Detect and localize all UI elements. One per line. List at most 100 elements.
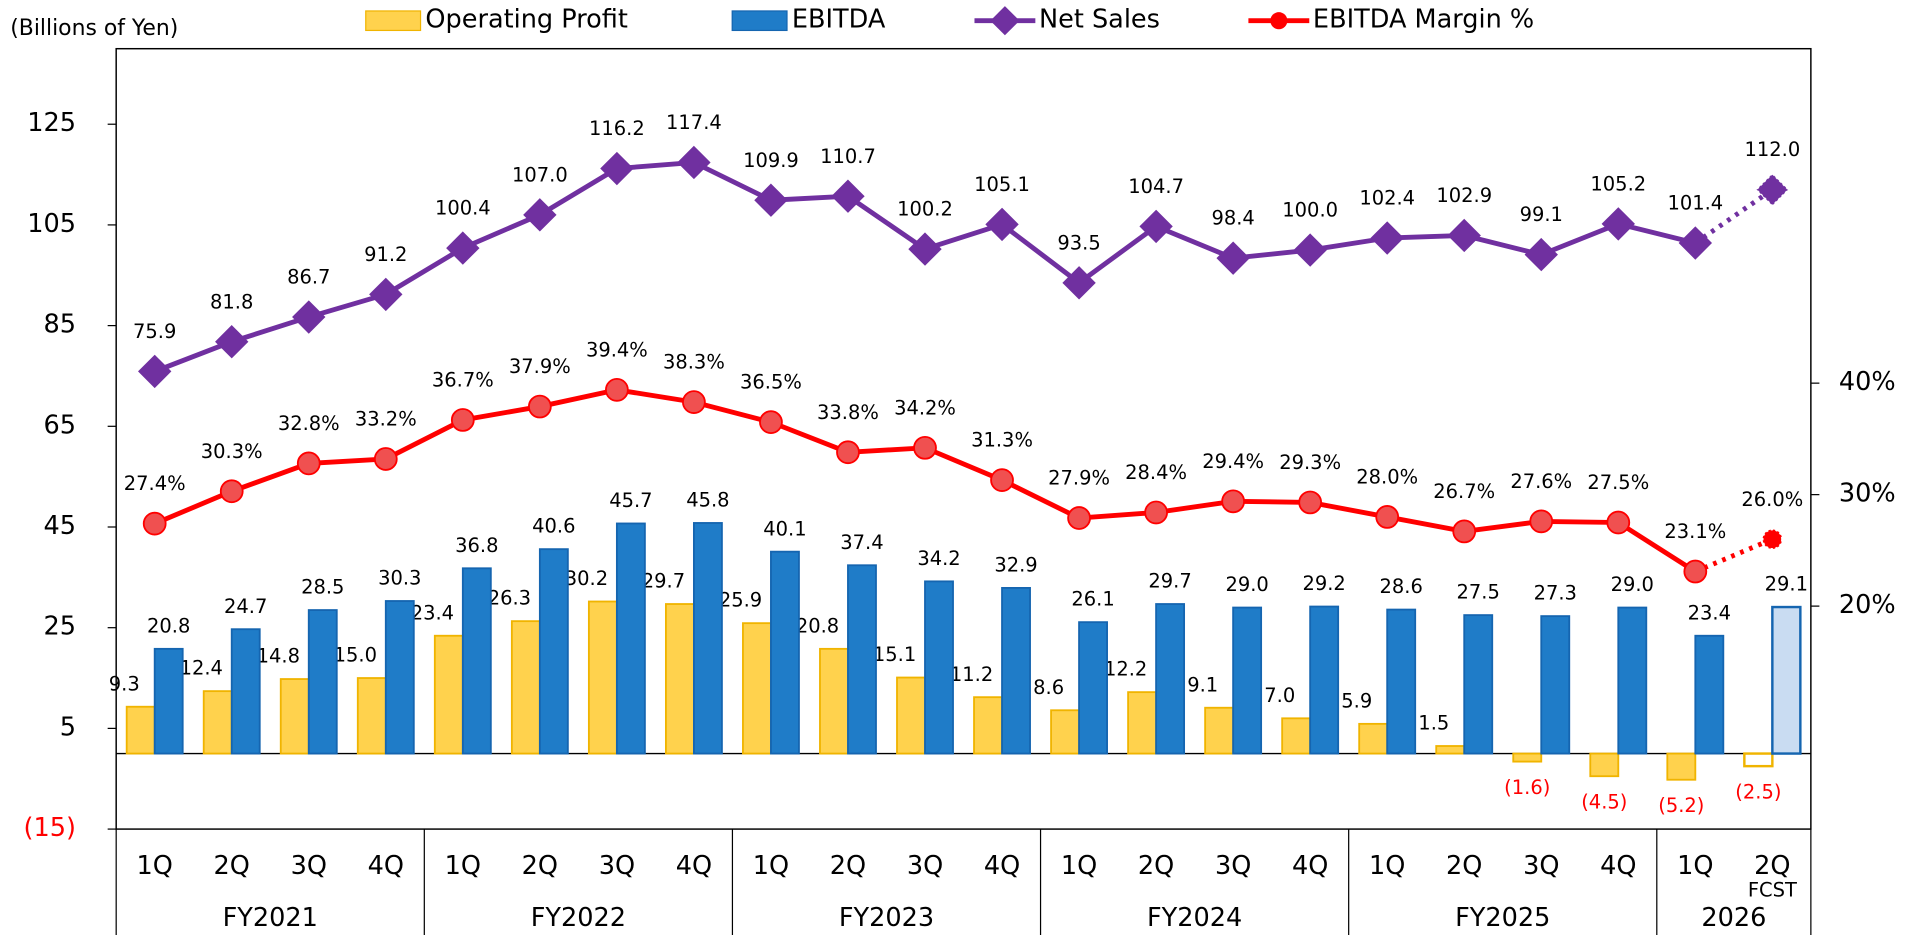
marker bbox=[450, 408, 475, 432]
data-label: 29.7 bbox=[642, 570, 685, 593]
data-label: 8.6 bbox=[1033, 676, 1064, 699]
x-tick-label: 1Q bbox=[1369, 851, 1405, 881]
y-tick-label: 25 bbox=[43, 612, 76, 642]
data-label: 27.6% bbox=[1510, 470, 1572, 493]
fiscal-year-label: FY2022 bbox=[531, 903, 626, 933]
data-label: 45.8 bbox=[686, 489, 729, 512]
marker bbox=[908, 232, 942, 266]
marker bbox=[1755, 172, 1790, 207]
x-tick-label: 1Q bbox=[753, 851, 789, 881]
data-label: 23.4 bbox=[1688, 601, 1731, 624]
x-tick-label: 3Q bbox=[291, 851, 327, 881]
bar bbox=[896, 676, 926, 755]
data-label: 29.3% bbox=[1279, 451, 1341, 474]
x-tick-label: 4Q bbox=[676, 851, 712, 881]
marker bbox=[1761, 528, 1784, 550]
data-label: 75.9 bbox=[133, 320, 176, 343]
bar bbox=[770, 550, 800, 755]
marker bbox=[682, 390, 706, 414]
data-label: 28.0% bbox=[1356, 465, 1418, 488]
bar bbox=[538, 548, 569, 755]
forecast-line bbox=[1694, 536, 1774, 574]
data-label: 27.9% bbox=[1048, 467, 1110, 490]
data-label: 28.5 bbox=[301, 576, 344, 599]
data-label: 100.0 bbox=[1282, 199, 1338, 222]
x-tick-label: 1Q bbox=[445, 851, 481, 881]
data-label: 32.8% bbox=[278, 412, 340, 435]
data-label: 93.5 bbox=[1057, 231, 1100, 254]
data-label: 27.5% bbox=[1587, 471, 1649, 494]
marker bbox=[1298, 490, 1323, 515]
data-label: 24.7 bbox=[224, 595, 267, 618]
data-label: 23.4 bbox=[411, 601, 454, 624]
x-tick-label: 4Q bbox=[984, 851, 1020, 881]
y-tick-label: 105 bbox=[27, 209, 76, 239]
x-tick-label: 3Q bbox=[1215, 851, 1251, 881]
bar bbox=[1232, 606, 1263, 755]
data-label: 12.2 bbox=[1104, 658, 1147, 681]
data-label: 5.9 bbox=[1341, 689, 1372, 712]
data-label: 33.8% bbox=[817, 401, 879, 424]
bar bbox=[1281, 717, 1312, 755]
bar bbox=[819, 647, 849, 755]
x-tick-label: 4Q bbox=[1292, 851, 1328, 881]
data-label: 45.7 bbox=[609, 489, 652, 512]
data-label: 20.8 bbox=[796, 614, 839, 637]
data-label: 26.3 bbox=[488, 587, 531, 610]
bar bbox=[1050, 709, 1080, 755]
marker bbox=[446, 231, 480, 265]
x-tick-label: 3Q bbox=[907, 851, 943, 881]
marker bbox=[1447, 218, 1481, 253]
y-tick-label: 65 bbox=[43, 410, 76, 440]
bar bbox=[1463, 614, 1494, 755]
data-label: (4.5) bbox=[1581, 791, 1627, 814]
data-label: 98.4 bbox=[1211, 207, 1254, 230]
data-label: 29.0 bbox=[1611, 573, 1654, 596]
plot-frame bbox=[115, 47, 1812, 830]
data-label: 36.7% bbox=[432, 368, 494, 391]
marker bbox=[831, 179, 865, 213]
data-label: 36.8 bbox=[455, 534, 498, 557]
data-label: 27.5 bbox=[1457, 581, 1500, 604]
bar bbox=[510, 620, 541, 755]
data-label: 40.1 bbox=[763, 517, 806, 540]
y-tick-label: 45 bbox=[43, 511, 76, 541]
data-label: 30.3% bbox=[201, 440, 263, 463]
data-label: 29.0 bbox=[1225, 573, 1268, 596]
marker bbox=[1067, 506, 1091, 530]
y-tick-label: 125 bbox=[27, 108, 76, 138]
bar bbox=[1386, 608, 1417, 755]
y2-tick-label: 20% bbox=[1839, 590, 1896, 620]
data-label: 107.0 bbox=[512, 163, 568, 186]
x-tick-label: 1Q bbox=[1061, 851, 1097, 881]
marker bbox=[1683, 559, 1708, 584]
bar bbox=[587, 600, 618, 755]
data-label: 34.2 bbox=[917, 547, 960, 570]
data-label: 25.9 bbox=[719, 589, 762, 612]
data-label: 27.3 bbox=[1534, 582, 1577, 605]
legend-label: EBITDA Margin % bbox=[1313, 5, 1534, 35]
bar bbox=[742, 622, 772, 755]
bar bbox=[847, 564, 877, 755]
marker bbox=[292, 300, 326, 334]
data-label: 1.5 bbox=[1418, 712, 1449, 735]
fiscal-year-label: FY2021 bbox=[223, 903, 318, 933]
data-label: 102.4 bbox=[1359, 187, 1415, 210]
bar bbox=[692, 522, 723, 755]
marker bbox=[1144, 500, 1168, 525]
marker bbox=[138, 354, 172, 389]
marker bbox=[296, 451, 321, 476]
data-label: 29.4% bbox=[1202, 450, 1264, 473]
marker bbox=[1529, 509, 1554, 534]
marker bbox=[1370, 221, 1404, 255]
bar bbox=[1309, 605, 1340, 755]
data-label: 29.7 bbox=[1148, 570, 1191, 593]
data-label: 102.9 bbox=[1436, 184, 1492, 207]
data-label: 28.4% bbox=[1125, 461, 1187, 484]
data-label: 29.2 bbox=[1302, 572, 1345, 595]
bar bbox=[1743, 752, 1774, 768]
bar bbox=[1435, 745, 1466, 755]
data-label: 81.8 bbox=[210, 290, 253, 313]
data-label: 15.1 bbox=[873, 643, 916, 666]
data-label: 110.7 bbox=[820, 145, 876, 168]
